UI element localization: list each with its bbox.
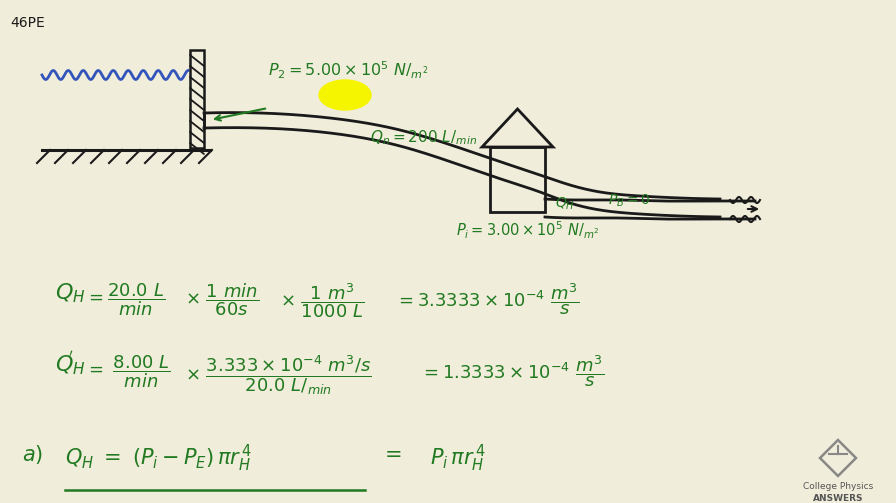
Text: $H$: $H$ <box>72 289 85 305</box>
Text: $= 3.3333 \times 10^{-4}\ \dfrac{m^3}{s}$: $= 3.3333 \times 10^{-4}\ \dfrac{m^3}{s}… <box>395 281 579 317</box>
Text: $= 1.3333 \times 10^{-4}\ \dfrac{m^3}{s}$: $= 1.3333 \times 10^{-4}\ \dfrac{m^3}{s}… <box>420 353 604 389</box>
Text: College Physics: College Physics <box>803 482 873 491</box>
Text: $Q$: $Q$ <box>55 353 73 375</box>
Bar <box>190 50 204 148</box>
Text: $Q$: $Q$ <box>55 281 73 303</box>
Ellipse shape <box>319 80 371 110</box>
Text: $\times\ \dfrac{3.333 \times 10^{-4}\ m^3/s}{20.0\ L/_{min}}$: $\times\ \dfrac{3.333 \times 10^{-4}\ m^… <box>185 353 372 397</box>
Text: $= \dfrac{20.0\ L}{min}$: $= \dfrac{20.0\ L}{min}$ <box>85 281 165 317</box>
Bar <box>490 147 545 212</box>
Text: $Q_H$: $Q_H$ <box>555 196 575 212</box>
Text: $Q_H\ =\ (P_i - P_E)\,\pi r_H^{\,4}$: $Q_H\ =\ (P_i - P_E)\,\pi r_H^{\,4}$ <box>65 443 252 474</box>
Text: $Q_n = 200\ L/_{min}$: $Q_n = 200\ L/_{min}$ <box>370 128 478 147</box>
Bar <box>190 50 204 148</box>
Text: $P_B = 0$: $P_B = 0$ <box>608 193 650 209</box>
Text: $a)$: $a)$ <box>22 443 43 466</box>
Text: $=$: $=$ <box>380 443 401 463</box>
Text: $\times\ \dfrac{1\ m^3}{1000\ L}$: $\times\ \dfrac{1\ m^3}{1000\ L}$ <box>280 281 365 320</box>
Text: 46PE: 46PE <box>10 16 45 30</box>
Text: $P_i = 3.00 \times 10^5\ N/_{m^2}$: $P_i = 3.00 \times 10^5\ N/_{m^2}$ <box>456 220 599 241</box>
Text: $P_2 = 5.00 \times 10^5\ N/_{m^2}$: $P_2 = 5.00 \times 10^5\ N/_{m^2}$ <box>268 60 428 81</box>
Text: $H$: $H$ <box>72 361 85 377</box>
Text: $P_i\,\pi r_H^{\,4}$: $P_i\,\pi r_H^{\,4}$ <box>430 443 486 474</box>
Text: $=\ \dfrac{8.00\ L}{min}$: $=\ \dfrac{8.00\ L}{min}$ <box>85 353 171 390</box>
Text: ANSWERS: ANSWERS <box>813 494 863 503</box>
Text: $\times\ \dfrac{1\ min}{60s}$: $\times\ \dfrac{1\ min}{60s}$ <box>185 281 259 317</box>
Text: $'$: $'$ <box>68 349 73 367</box>
